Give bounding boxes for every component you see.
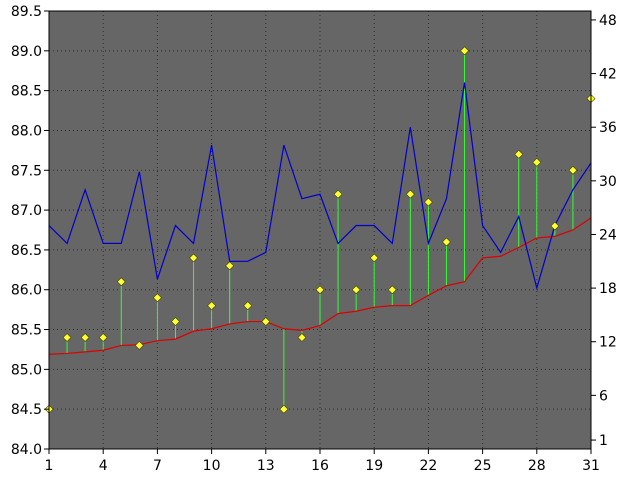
blue-series-line — [48, 82, 592, 291]
diamond-marker — [261, 317, 271, 327]
right-tick-label: 30 — [599, 174, 617, 190]
left-tick-label: 86.5 — [11, 243, 42, 259]
x-tick-label: 16 — [311, 458, 329, 474]
diamond-marker — [514, 149, 524, 159]
diamond-marker — [550, 221, 560, 231]
diamond-marker — [134, 341, 144, 350]
left-tick-label: 87.0 — [11, 203, 42, 219]
diamond-marker — [532, 157, 542, 167]
diamond-marker — [333, 189, 343, 199]
marker-points — [44, 46, 596, 414]
left-tick-label: 86.0 — [11, 283, 42, 299]
diamond-marker — [279, 404, 289, 414]
diamond-marker — [315, 285, 325, 295]
plot-area — [48, 10, 592, 450]
diamond-marker — [62, 333, 72, 342]
right-tick-label: 24 — [599, 227, 617, 243]
diamond-marker — [369, 253, 379, 263]
x-tick-label: 22 — [419, 458, 437, 474]
x-tick-label: 10 — [203, 458, 221, 474]
left-tick-label: 89.0 — [11, 44, 42, 60]
x-tick-label: 13 — [257, 458, 275, 474]
diamond-marker — [189, 253, 198, 263]
x-tick-label: 31 — [582, 458, 600, 474]
diamond-marker — [405, 189, 415, 199]
diamond-marker — [98, 333, 108, 342]
diamond-marker — [225, 261, 235, 271]
left-y-axis: 84.0 84.5 85.0 85.5 86.0 86.5 87.0 87.5 88.0 88.5… — [11, 4, 50, 458]
diamond-marker — [116, 277, 126, 287]
x-axis: 1 4 7 10 13 16 19 22 25 28 31 — [45, 448, 600, 474]
x-tick-label: 7 — [153, 458, 162, 474]
right-y-axis: 1 6 12 18 24 30 36 42 48 — [590, 11, 617, 449]
right-tick-label: 6 — [599, 388, 608, 404]
left-tick-label: 89.5 — [11, 4, 42, 20]
diamond-marker — [152, 293, 162, 303]
left-tick-label: 88.5 — [11, 84, 42, 100]
x-tick-label: 1 — [45, 458, 54, 474]
diamond-marker — [387, 285, 397, 295]
diamond-marker — [207, 301, 217, 311]
x-tick-label: 28 — [528, 458, 546, 474]
diamond-marker — [80, 333, 90, 342]
left-tick-label: 84.0 — [11, 442, 42, 458]
diamond-marker — [423, 197, 433, 207]
x-tick-label: 19 — [365, 458, 383, 474]
right-tick-label: 36 — [599, 120, 617, 136]
right-tick-label: 48 — [599, 13, 617, 29]
left-tick-label: 84.5 — [11, 402, 42, 418]
diamond-marker — [297, 333, 307, 342]
left-tick-label: 85.5 — [11, 323, 42, 339]
right-tick-label: 42 — [599, 67, 617, 83]
diamond-marker — [171, 317, 180, 327]
diamond-marker — [351, 285, 361, 295]
left-tick-label: 87.5 — [11, 163, 42, 179]
x-tick-label: 4 — [99, 458, 108, 474]
diamond-marker — [460, 46, 469, 56]
diamond-marker — [243, 301, 253, 311]
right-tick-label: 1 — [599, 433, 608, 449]
right-tick-label: 12 — [599, 335, 617, 351]
x-tick-label: 25 — [474, 458, 492, 474]
right-tick-label: 18 — [599, 281, 617, 297]
diamond-marker — [568, 165, 578, 175]
left-tick-label: 88.0 — [11, 123, 42, 139]
left-tick-label: 85.0 — [11, 362, 42, 378]
diamond-marker — [442, 237, 451, 247]
